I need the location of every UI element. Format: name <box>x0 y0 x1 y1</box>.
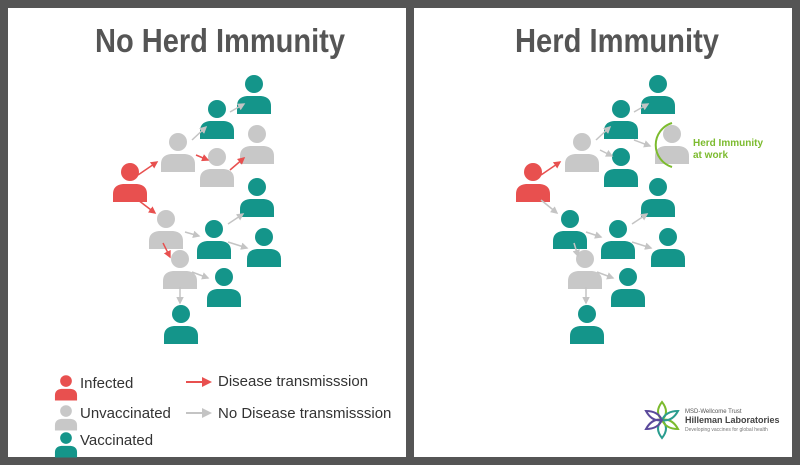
arrow <box>229 157 246 171</box>
arrow <box>137 199 157 214</box>
annotation: at work <box>693 150 728 161</box>
arrow <box>631 241 653 250</box>
arrow <box>596 271 615 280</box>
right-panel <box>414 8 792 457</box>
arrow <box>195 154 210 162</box>
legend-label: Infected <box>80 375 133 392</box>
annotation: Herd Immunity <box>693 138 763 149</box>
left-title: No Herd Immunity <box>95 22 346 59</box>
arrow <box>162 242 171 259</box>
arrow <box>540 161 562 176</box>
arrow <box>599 149 614 157</box>
arrow <box>137 161 159 176</box>
logo: MSD-Wellcome Trust Hilleman Laboratories… <box>644 400 780 440</box>
logo-name: Hilleman Laboratories <box>685 415 780 425</box>
arrow <box>585 231 603 239</box>
legend-label: Vaccinated <box>80 432 153 449</box>
arrow <box>229 103 246 113</box>
legend-label: Disease transmisssion <box>218 373 368 390</box>
arrow <box>595 125 612 141</box>
legend-label: Unvaccinated <box>80 405 171 422</box>
arrow <box>572 242 580 258</box>
arrow <box>633 103 650 113</box>
herd-arc <box>654 122 673 168</box>
logo-tagline: Developing vaccines for global health <box>685 427 768 433</box>
arrow <box>631 213 649 225</box>
people <box>54 75 689 458</box>
arrow <box>191 271 210 280</box>
arrow <box>633 139 652 148</box>
arrow <box>191 125 208 141</box>
arrow <box>227 213 245 225</box>
arrow <box>184 230 201 238</box>
arrow <box>540 199 559 214</box>
legend-label: No Disease transmisssion <box>218 405 391 422</box>
arrow <box>227 241 249 250</box>
logo-org: MSD-Wellcome Trust <box>685 409 742 415</box>
right-title: Herd Immunity <box>515 22 720 59</box>
